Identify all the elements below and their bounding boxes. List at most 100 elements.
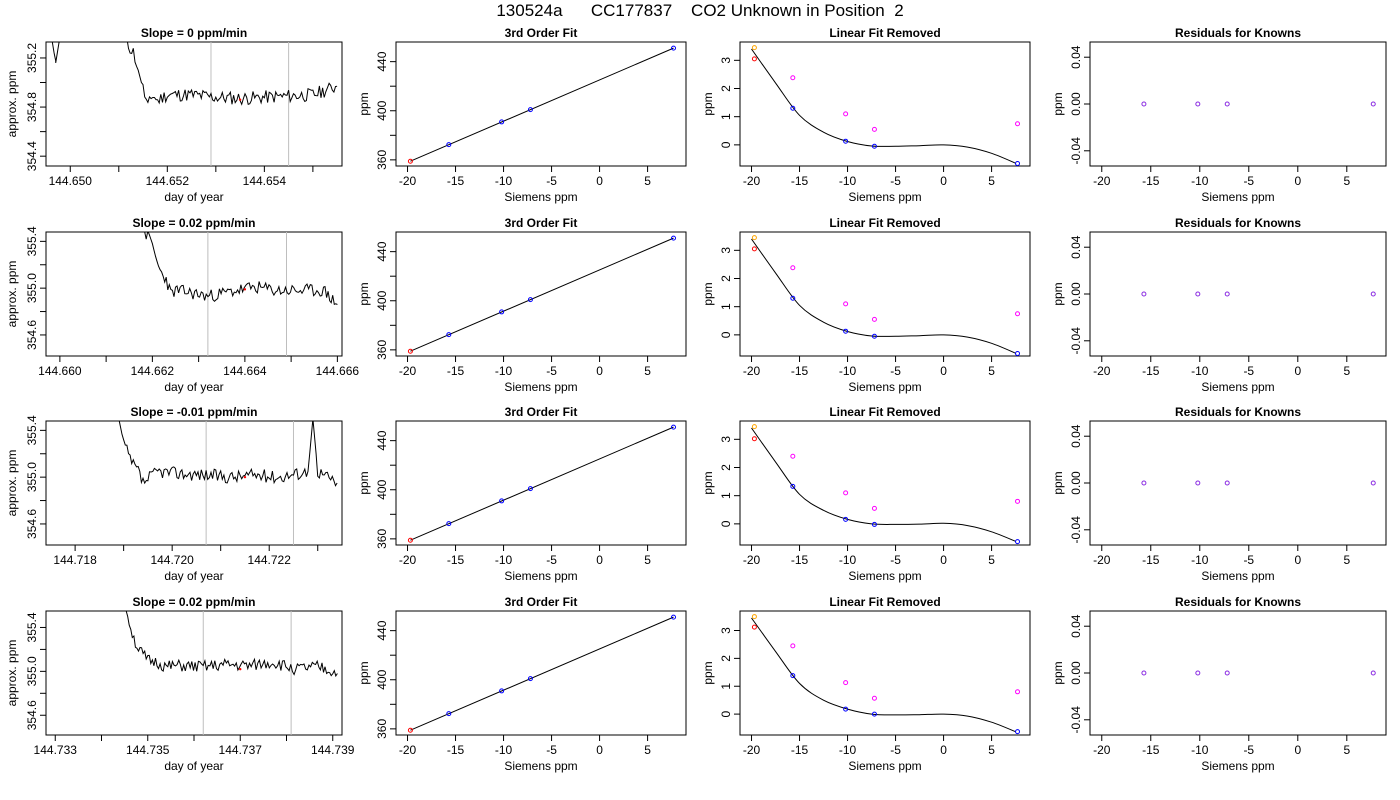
plot-frame <box>45 231 343 357</box>
concentration-trace <box>118 421 338 487</box>
chart-panel: Linear Fit Removed -20 -15 -10 -5 0 5 0 1 2 3 Sieme… <box>701 26 1031 204</box>
x-tick-label: 144.739 <box>311 743 355 757</box>
x-axis-label: day of year <box>164 380 223 394</box>
panel-title: Slope = 0 ppm/min <box>141 26 247 40</box>
x-tick-label: 0 <box>596 364 603 378</box>
known-point <box>1015 350 1021 356</box>
linear-residual-point <box>871 126 877 132</box>
plot-frame <box>739 420 1031 546</box>
linear-residual-point <box>1015 689 1021 695</box>
plot-area <box>51 42 338 166</box>
known-point <box>499 688 505 694</box>
y-tick-label: 0.04 <box>1069 45 1083 69</box>
x-axis-label: Siemens ppm <box>504 190 577 204</box>
linear-residual-point <box>790 643 796 649</box>
y-tick-label: 0 <box>719 520 733 527</box>
plot-area <box>751 424 1021 545</box>
linear-residual-point <box>843 111 849 117</box>
x-tick-label: -15 <box>791 743 809 757</box>
unknown-point <box>751 246 757 252</box>
x-tick-label: -20 <box>399 743 417 757</box>
unknown-point <box>751 56 757 62</box>
known-point <box>1015 160 1021 166</box>
known-point <box>843 706 849 712</box>
y-tick-label: -0.04 <box>1069 137 1083 165</box>
cubic-curve <box>751 427 1016 542</box>
x-tick-label: -20 <box>1093 174 1111 188</box>
y-tick-label: 0.04 <box>1069 614 1083 638</box>
y-axis-label: ppm <box>357 282 371 305</box>
y-tick-label: 1 <box>719 113 733 120</box>
known-point <box>499 119 505 125</box>
known-point <box>871 521 877 527</box>
x-tick-label: -5 <box>890 553 901 567</box>
linear-residual-point <box>1015 121 1021 127</box>
y-tick-label: 354.6 <box>25 509 39 539</box>
concentration-trace <box>144 232 338 305</box>
y-tick-label: 0.00 <box>1069 282 1083 306</box>
residual-point <box>1370 670 1376 676</box>
panel-title: Slope = 0.02 ppm/min <box>132 216 255 230</box>
plot-area <box>1141 101 1376 107</box>
y-tick-label: 0.04 <box>1069 235 1083 259</box>
plot-frame <box>1089 41 1387 167</box>
y-tick-label: 3 <box>719 436 733 443</box>
x-axis-label: Siemens ppm <box>848 380 921 394</box>
x-tick-label: -5 <box>1243 174 1254 188</box>
panel-title: 3rd Order Fit <box>505 595 578 609</box>
y-tick-label: 355.0 <box>25 273 39 303</box>
x-tick-label: 5 <box>1343 364 1350 378</box>
unknown-point <box>407 727 413 733</box>
x-tick-label: 144.720 <box>150 553 194 567</box>
known-point <box>671 235 677 241</box>
known-point <box>446 332 452 338</box>
y-tick-label: 354.4 <box>25 141 39 171</box>
panel-title: Linear Fit Removed <box>829 405 940 419</box>
y-tick-label: 360 <box>375 719 389 739</box>
known-point <box>527 297 533 303</box>
x-tick-label: -10 <box>495 553 513 567</box>
y-tick-label: 440 <box>375 241 389 261</box>
known-point <box>671 45 677 51</box>
known-point <box>671 614 677 620</box>
residual-point <box>1370 480 1376 486</box>
x-tick-label: 0 <box>940 553 947 567</box>
y-axis-label: ppm <box>1051 471 1065 494</box>
chart-panel: Linear Fit Removed -20 -15 -10 -5 0 5 0 1 2 3 Sieme… <box>701 216 1031 394</box>
known-point <box>871 333 877 339</box>
known-point <box>871 711 877 717</box>
plot-frame <box>45 610 343 736</box>
known-point <box>671 424 677 430</box>
x-tick-label: -10 <box>839 743 857 757</box>
x-tick-label: 0 <box>1294 743 1301 757</box>
x-tick-label: 5 <box>644 553 651 567</box>
plot-frame <box>739 41 1031 167</box>
x-tick-label: 0 <box>596 174 603 188</box>
y-tick-label: 400 <box>375 479 389 499</box>
plot-frame <box>45 41 343 167</box>
x-tick-label: 144.722 <box>248 553 292 567</box>
linear-residual-point <box>790 75 796 81</box>
x-tick-label: -5 <box>546 364 557 378</box>
residual-point <box>1141 480 1147 486</box>
panel-title: Residuals for Knowns <box>1175 595 1301 609</box>
y-tick-label: 2 <box>719 655 733 662</box>
linear-residual-point <box>790 453 796 459</box>
plot-frame <box>395 610 687 736</box>
y-tick-label: 355.2 <box>25 43 39 73</box>
plot-area <box>118 421 338 545</box>
x-tick-label: -5 <box>1243 743 1254 757</box>
chart-panel: Residuals for Knowns -20 -15 -10 -5 0 5 -0.04 0.… <box>1051 405 1387 583</box>
x-tick-label: -10 <box>1191 364 1209 378</box>
x-tick-label: -15 <box>447 174 465 188</box>
y-tick-label: 355.4 <box>25 415 39 445</box>
sample-marker <box>243 288 247 291</box>
plot-area <box>751 235 1021 356</box>
panel-title: Linear Fit Removed <box>829 216 940 230</box>
x-tick-label: -20 <box>743 364 761 378</box>
y-tick-label: 440 <box>375 430 389 450</box>
residual-point <box>1224 480 1230 486</box>
chart-panel: 3rd Order Fit -20 -15 -10 -5 0 5 360 400 440 Sieme… <box>357 216 687 394</box>
x-axis-label: Siemens ppm <box>504 569 577 583</box>
